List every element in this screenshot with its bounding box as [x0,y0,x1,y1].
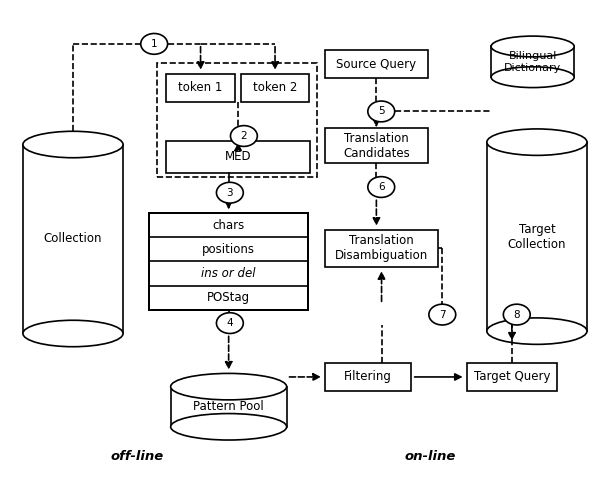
Ellipse shape [23,320,123,347]
Ellipse shape [487,129,587,155]
Text: 8: 8 [514,310,520,320]
FancyBboxPatch shape [487,142,587,331]
FancyBboxPatch shape [171,387,286,427]
Text: on-line: on-line [404,450,456,463]
Ellipse shape [487,318,587,344]
Text: Translation
Disambiguation: Translation Disambiguation [335,234,428,262]
Text: 5: 5 [378,107,384,117]
Ellipse shape [23,131,123,158]
Text: 2: 2 [241,131,247,141]
FancyBboxPatch shape [166,74,235,102]
FancyBboxPatch shape [325,128,428,163]
Circle shape [216,313,243,334]
Ellipse shape [171,373,286,400]
FancyBboxPatch shape [149,213,308,310]
Text: MED: MED [225,150,251,163]
Circle shape [216,182,243,203]
FancyBboxPatch shape [491,46,574,77]
FancyBboxPatch shape [325,50,428,78]
Ellipse shape [491,36,574,57]
Text: Target
Collection: Target Collection [508,223,566,250]
Text: Filtering: Filtering [344,370,392,383]
Circle shape [503,304,530,325]
Ellipse shape [171,413,286,440]
Text: positions: positions [202,243,255,256]
Ellipse shape [491,67,574,87]
Text: token 1: token 1 [179,81,223,94]
Circle shape [368,101,395,122]
FancyBboxPatch shape [166,141,310,173]
Text: Source Query: Source Query [336,58,416,71]
Text: chars: chars [213,218,245,232]
Text: Translation
Candidates: Translation Candidates [343,132,410,160]
FancyBboxPatch shape [241,74,309,102]
Text: 1: 1 [151,39,158,49]
Text: 4: 4 [227,318,233,328]
FancyBboxPatch shape [23,144,123,334]
Text: Bilingual
Dictionary: Bilingual Dictionary [504,51,561,73]
Text: Target Query: Target Query [474,370,550,383]
Text: token 2: token 2 [253,81,298,94]
Circle shape [230,126,257,146]
FancyBboxPatch shape [325,229,438,267]
Circle shape [140,33,168,54]
Text: POStag: POStag [207,291,250,304]
Text: Pattern Pool: Pattern Pool [193,400,264,413]
Text: 7: 7 [439,310,445,320]
Text: 6: 6 [378,182,384,192]
Circle shape [368,177,395,197]
Circle shape [429,304,456,325]
Text: 3: 3 [227,188,233,198]
Text: ins or del: ins or del [201,267,256,280]
FancyBboxPatch shape [467,363,557,391]
Text: Collection: Collection [44,232,102,246]
FancyBboxPatch shape [325,363,410,391]
Text: off-line: off-line [110,450,164,463]
